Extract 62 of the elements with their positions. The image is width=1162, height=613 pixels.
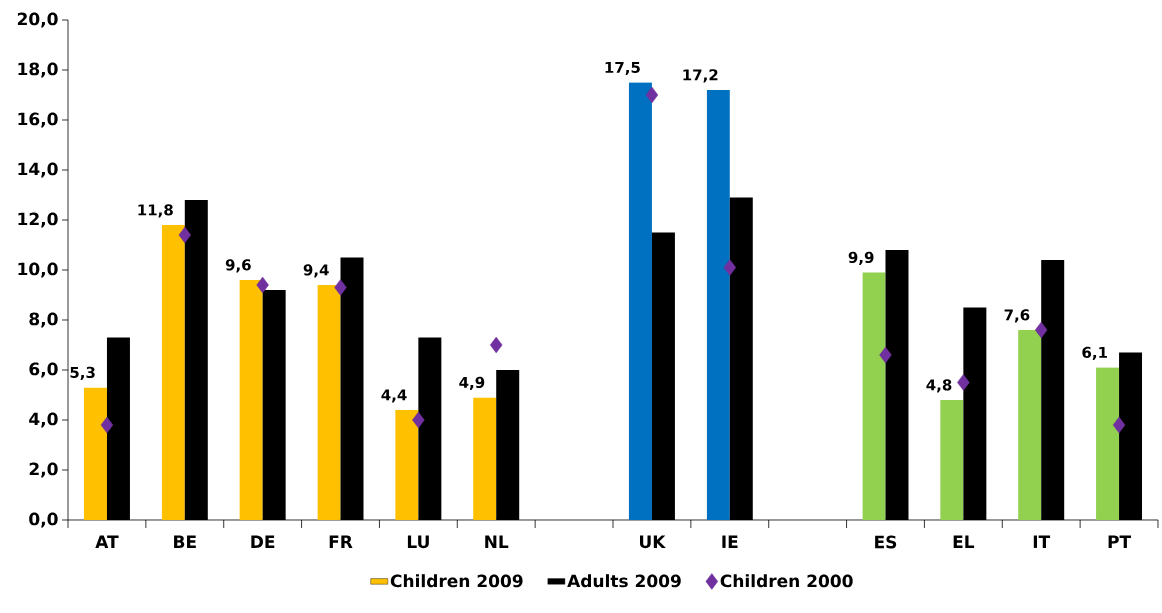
y-tick-label: 4,0 xyxy=(29,412,58,428)
bar xyxy=(473,397,497,520)
x-tick-label: AT xyxy=(95,535,119,548)
data-label: 4,8 xyxy=(926,379,952,393)
legend-label: Children 2009 xyxy=(390,574,523,588)
y-tick-label: 6,0 xyxy=(29,362,58,378)
point xyxy=(490,336,503,354)
point xyxy=(879,346,892,364)
point xyxy=(645,86,659,104)
data-label: 17,2 xyxy=(683,69,718,83)
x-tick-label: LU xyxy=(407,535,429,549)
bar xyxy=(1096,367,1120,520)
x-tick-label: BE xyxy=(174,535,196,548)
bar xyxy=(1018,329,1042,520)
x-tick-label: DE xyxy=(251,535,275,548)
y-tick-label: 20,0 xyxy=(17,12,58,28)
y-tick-label: 18,0 xyxy=(18,62,58,78)
bar xyxy=(706,89,730,520)
y-tick-label: 0,0 xyxy=(29,512,58,528)
legend-label: Children 2000 xyxy=(720,574,853,588)
data-label: 9,9 xyxy=(848,251,874,265)
point xyxy=(100,416,114,434)
bar xyxy=(940,399,964,520)
data-label: 11,8 xyxy=(138,204,173,218)
y-tick-label: 2,0 xyxy=(29,462,58,478)
legend-label: Adults 2009 xyxy=(567,574,681,588)
data-label: 4,4 xyxy=(381,389,407,403)
x-tick-label: ES xyxy=(875,535,897,549)
x-tick-label: IE xyxy=(722,535,738,548)
point xyxy=(256,276,269,294)
x-tick-label: FR xyxy=(329,535,353,548)
point xyxy=(1035,321,1048,339)
point xyxy=(178,226,191,244)
y-tick-label: 10,0 xyxy=(18,262,58,278)
data-label: 5,3 xyxy=(70,366,95,380)
point xyxy=(412,411,425,429)
bar xyxy=(628,82,652,520)
data-label: 17,5 xyxy=(605,61,640,75)
point xyxy=(723,259,736,276)
y-tick-label: 12,0 xyxy=(18,212,58,228)
bar xyxy=(161,224,185,520)
y-tick-label: 8,0 xyxy=(29,312,58,328)
x-tick-label: UK xyxy=(640,535,666,549)
bar xyxy=(317,284,341,520)
data-label: 6,1 xyxy=(1082,346,1107,360)
bar xyxy=(83,387,107,520)
bar xyxy=(239,279,263,520)
data-label: 9,6 xyxy=(225,259,251,273)
x-tick-label: EL xyxy=(953,535,975,548)
y-tick-label: 16,0 xyxy=(18,112,58,128)
point xyxy=(334,279,347,296)
bar xyxy=(862,272,886,520)
x-tick-label: PT xyxy=(1108,535,1131,548)
x-tick-label: NL xyxy=(485,535,509,548)
x-tick-label: IT xyxy=(1033,535,1051,548)
point xyxy=(957,374,970,391)
data-label: 9,4 xyxy=(303,264,329,278)
data-label: 4,9 xyxy=(459,376,485,390)
bar xyxy=(395,409,419,520)
y-tick-label: 14,0 xyxy=(18,162,58,178)
data-label: 7,6 xyxy=(1004,309,1030,323)
point xyxy=(1112,416,1126,434)
